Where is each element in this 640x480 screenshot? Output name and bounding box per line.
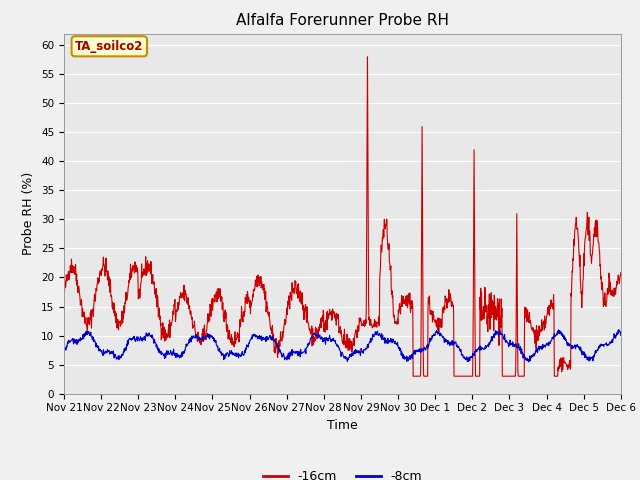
Title: Alfalfa Forerunner Probe RH: Alfalfa Forerunner Probe RH <box>236 13 449 28</box>
Y-axis label: Probe RH (%): Probe RH (%) <box>22 172 35 255</box>
Text: TA_soilco2: TA_soilco2 <box>75 40 143 53</box>
X-axis label: Time: Time <box>327 419 358 432</box>
Legend: -16cm, -8cm: -16cm, -8cm <box>257 465 428 480</box>
